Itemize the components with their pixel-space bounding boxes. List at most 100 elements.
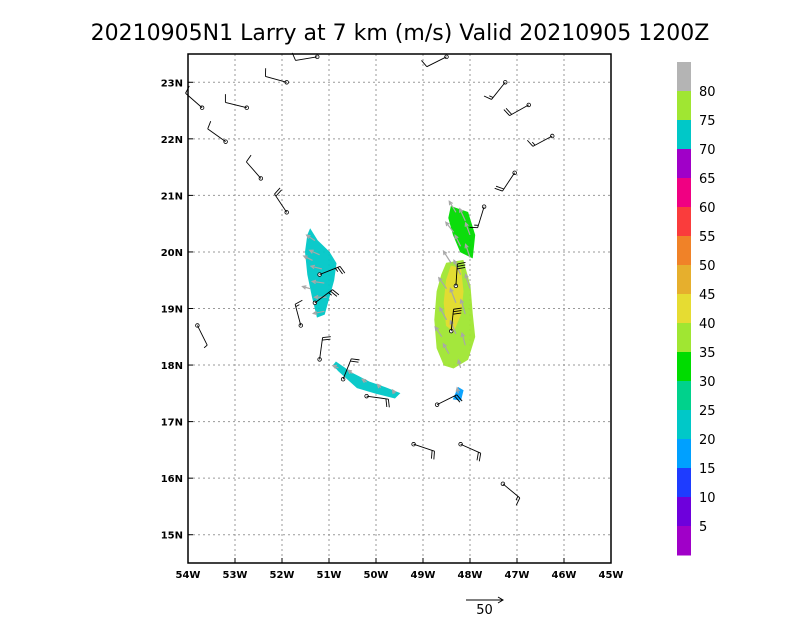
colorbar-label: 65 — [699, 172, 716, 187]
wind-vector — [311, 310, 325, 316]
colorbar-segment — [677, 91, 691, 121]
colorbar: 5 10 15 20 25 30 35 40 45 50 55 60 65 70 75 80 — [677, 62, 716, 556]
colorbar-label: 70 — [699, 143, 716, 158]
wind-vector — [460, 331, 466, 346]
map-grid — [188, 54, 611, 563]
barb-half-feather — [515, 496, 519, 501]
wind-vector — [464, 221, 471, 236]
barb-half-feather — [531, 141, 536, 146]
wind-vector — [391, 388, 397, 395]
barb-feather — [274, 187, 281, 195]
barb-feather — [207, 121, 212, 130]
x-tick-label: 50W — [364, 570, 389, 581]
colorbar-label: 15 — [699, 462, 716, 477]
colorbar-label: 5 — [699, 520, 707, 535]
barb-feather — [431, 450, 433, 459]
barb-feather — [503, 109, 510, 116]
wind-speed-swaths — [304, 206, 476, 401]
barb-half-feather — [328, 292, 332, 296]
colorbar-segment — [677, 439, 691, 469]
colorbar-segment — [677, 294, 691, 324]
wind-barb — [483, 80, 508, 100]
swath-east-north — [448, 206, 476, 259]
colorbar-label: 40 — [699, 317, 716, 332]
colorbar-segment — [677, 381, 691, 411]
colorbar-segment — [677, 236, 691, 266]
wind-barb — [434, 394, 463, 407]
wind-barbs — [185, 52, 555, 506]
wind-vector — [442, 249, 452, 264]
wind-barb — [526, 133, 555, 147]
colorbar-label: 10 — [699, 491, 716, 506]
colorbar-segment — [677, 526, 691, 556]
wind-vector — [442, 342, 450, 355]
barb-half-feather — [335, 267, 339, 272]
x-axis-ticks: 54W 53W 52W 51W 50W 49W 48W 47W 46W 45W — [176, 558, 623, 581]
barb-feather — [332, 289, 340, 296]
x-tick-label: 47W — [505, 570, 530, 581]
barb-feather — [478, 453, 482, 462]
wind-barb — [274, 187, 289, 215]
wind-vector — [301, 285, 311, 290]
wind-vector — [434, 325, 443, 338]
colorbar-segment — [677, 265, 691, 295]
wind-vector — [346, 369, 353, 375]
barb-feather — [275, 189, 282, 197]
wind-barb — [195, 323, 208, 349]
reference-vector: 50 — [466, 596, 504, 618]
wind-barb — [265, 68, 289, 85]
x-tick-label: 48W — [458, 570, 483, 581]
barb-feather — [515, 497, 521, 506]
barb-feather — [350, 360, 359, 363]
wind-barb — [421, 54, 449, 68]
wind-vector — [455, 386, 461, 394]
x-tick-label: 49W — [411, 570, 436, 581]
wind-vector — [302, 255, 313, 261]
barb-feather — [452, 312, 462, 315]
colorbar-segment — [677, 178, 691, 208]
wind-vector — [454, 234, 462, 247]
barb-half-feather — [203, 344, 208, 349]
colorbar-label: 60 — [699, 201, 716, 216]
reference-arrow-head — [497, 596, 504, 604]
wind-vector — [313, 294, 327, 300]
wind-vector — [305, 234, 316, 242]
barb-half-feather — [489, 95, 494, 98]
x-tick-label: 54W — [176, 570, 201, 581]
wind-barb — [453, 262, 466, 289]
wind-barb — [469, 204, 487, 229]
barb-feather — [322, 336, 331, 339]
barb-feather — [339, 266, 346, 274]
wind-barb — [340, 358, 360, 382]
y-tick-label: 18N — [161, 361, 183, 372]
wind-barb — [411, 442, 435, 460]
barb-feather — [494, 187, 503, 192]
barb-feather — [453, 307, 462, 310]
wind-vector — [457, 358, 462, 369]
x-tick-label: 52W — [270, 570, 295, 581]
wind-vector — [308, 249, 320, 256]
colorbar-label: 20 — [699, 433, 716, 448]
colorbar-segment — [677, 207, 691, 237]
barb-feather — [453, 310, 462, 313]
wind-vector — [361, 378, 367, 383]
wind-barb — [449, 307, 462, 334]
wind-barb — [364, 393, 390, 408]
y-tick-label: 17N — [161, 418, 183, 429]
colorbar-segment — [677, 120, 691, 150]
wind-barb — [458, 442, 482, 462]
wind-barb — [245, 154, 264, 181]
y-tick-label: 22N — [161, 135, 183, 146]
colorbar-segment — [677, 323, 691, 353]
colorbar-label: 75 — [699, 114, 716, 129]
barb-feather — [454, 395, 461, 403]
y-tick-label: 23N — [161, 78, 183, 89]
wind-barb — [317, 265, 346, 277]
wind-vector — [459, 207, 466, 222]
y-tick-label: 16N — [161, 474, 183, 485]
chart-title: 20210905N1 Larry at 7 km (m/s) Valid 202… — [91, 21, 710, 46]
colorbar-label: 25 — [699, 404, 716, 419]
colorbar-segment — [677, 468, 691, 498]
wind-vector — [439, 306, 448, 321]
barb-feather — [337, 267, 343, 275]
